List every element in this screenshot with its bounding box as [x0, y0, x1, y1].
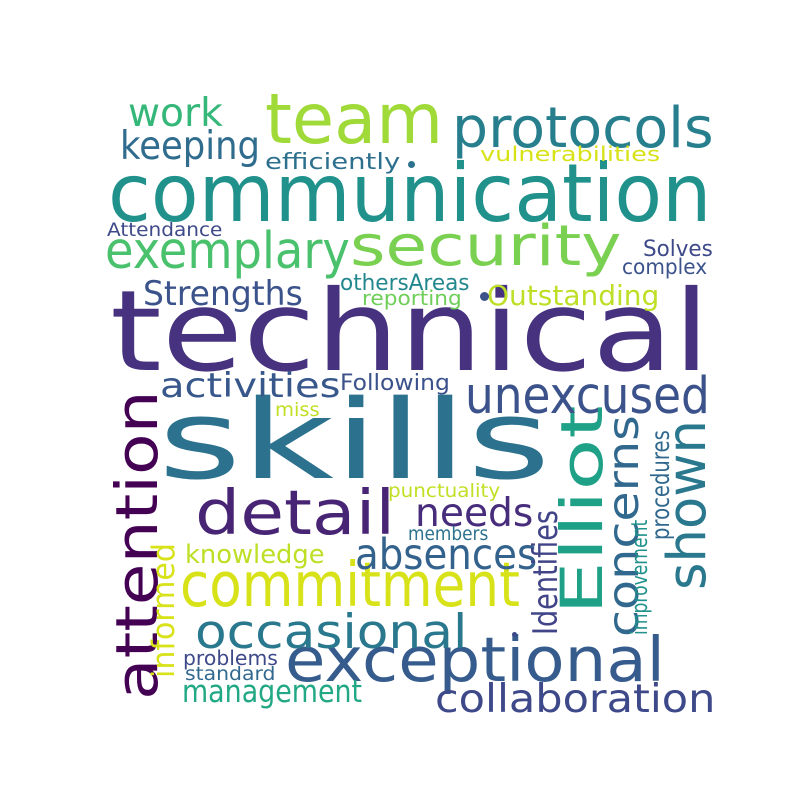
word-security: security	[350, 213, 622, 279]
word-standard: standard	[185, 663, 276, 686]
word-exceptional: exceptional	[285, 624, 665, 697]
word-knowledge: knowledge	[185, 539, 325, 570]
word-vulnerabilities: vulnerabilities	[480, 142, 661, 167]
word-reporting: reporting	[362, 286, 462, 311]
word-othersareas: othersAreas	[340, 270, 470, 297]
word-improvement: improvement	[627, 519, 654, 635]
word-solves: Solves	[643, 236, 713, 263]
word-keeping: keeping	[120, 123, 260, 169]
word-complex: complex	[622, 255, 708, 281]
word-collaboration: collaboration	[435, 676, 716, 722]
dot-mark	[480, 292, 489, 301]
word-skills: skills	[158, 376, 551, 505]
word-commitment: commitment	[180, 549, 520, 622]
word-occasional: occasional	[195, 605, 468, 661]
word-strengths: Strengths	[143, 274, 303, 314]
word-work: work	[128, 90, 223, 136]
word-problems: problems	[183, 646, 278, 671]
dot-mark	[512, 632, 517, 637]
dot-mark	[408, 161, 415, 168]
word-team: team	[265, 80, 444, 161]
word-activities: activities	[160, 366, 341, 406]
word-unexcused: unexcused	[465, 365, 710, 425]
word-exemplary: exemplary	[105, 220, 350, 280]
word-identifies: Identifies	[525, 510, 565, 635]
word-attendance: Attendance	[107, 219, 223, 242]
word-members: members	[408, 523, 489, 546]
word-protocols: protocols	[452, 95, 714, 161]
word-absences: absences	[355, 529, 538, 580]
word-management: management	[182, 674, 363, 711]
word-informed: informed	[145, 543, 182, 678]
word-miss: miss	[275, 399, 320, 422]
word-efficiently: efficiently	[265, 149, 401, 176]
word-outstanding: Outstanding	[487, 278, 660, 312]
word-needs: needs	[415, 490, 534, 536]
word-following: Following	[340, 370, 450, 397]
word-punctuality: punctuality	[388, 480, 501, 503]
word-detail: detail	[195, 477, 396, 550]
word-technical: technical	[110, 267, 710, 398]
